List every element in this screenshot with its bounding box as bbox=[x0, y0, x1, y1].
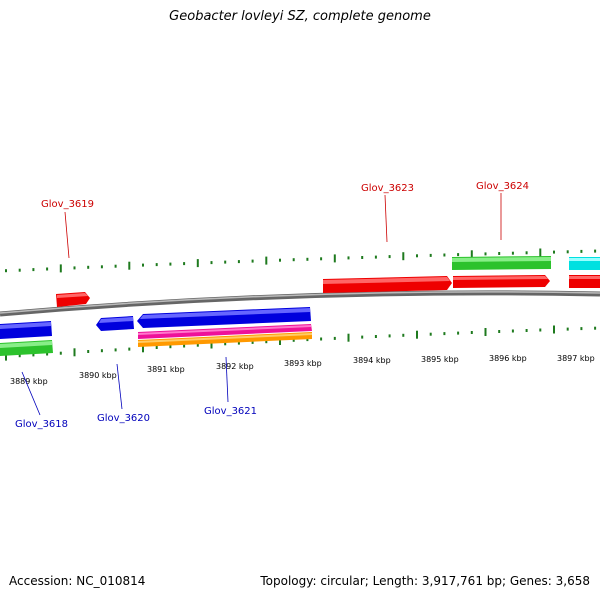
ruler-label: 3889 kbp bbox=[10, 377, 48, 386]
ruler-label: 3892 kbp bbox=[216, 362, 254, 371]
ruler-labels: 3889 kbp 3890 kbp 3891 kbp 3892 kbp 3893… bbox=[10, 354, 595, 386]
ruler-label: 3893 kbp bbox=[284, 359, 322, 368]
gene-label-glov-3618[interactable]: Glov_3618 bbox=[15, 419, 68, 430]
accession-text: Accession: NC_010814 bbox=[9, 574, 146, 588]
ruler-label: 3894 kbp bbox=[353, 356, 391, 365]
gene-label-glov-3621[interactable]: Glov_3621 bbox=[204, 406, 257, 417]
forward-label-lines bbox=[64, 193, 502, 259]
ruler-label: 3890 kbp bbox=[79, 371, 117, 380]
gene-label-glov-3619[interactable]: Glov_3619 bbox=[41, 199, 94, 210]
genome-backbone bbox=[0, 290, 600, 317]
ruler-label: 3897 kbp bbox=[557, 354, 595, 363]
gene-label-glov-3620[interactable]: Glov_3620 bbox=[97, 413, 150, 424]
forward-tick-row bbox=[5, 248, 597, 273]
reverse-label-lines bbox=[21, 356, 229, 416]
map-title: Geobacter lovleyi SZ, complete genome bbox=[169, 9, 431, 24]
gene-label-glov-3623[interactable]: Glov_3623 bbox=[361, 183, 414, 194]
gene-label-glov-3624[interactable]: Glov_3624 bbox=[476, 181, 529, 192]
ruler-label: 3895 kbp bbox=[421, 355, 459, 364]
ruler-label: 3891 kbp bbox=[147, 365, 185, 374]
genome-stats-text: Topology: circular; Length: 3,917,761 bp… bbox=[260, 574, 590, 588]
ruler-label: 3896 kbp bbox=[489, 354, 527, 363]
